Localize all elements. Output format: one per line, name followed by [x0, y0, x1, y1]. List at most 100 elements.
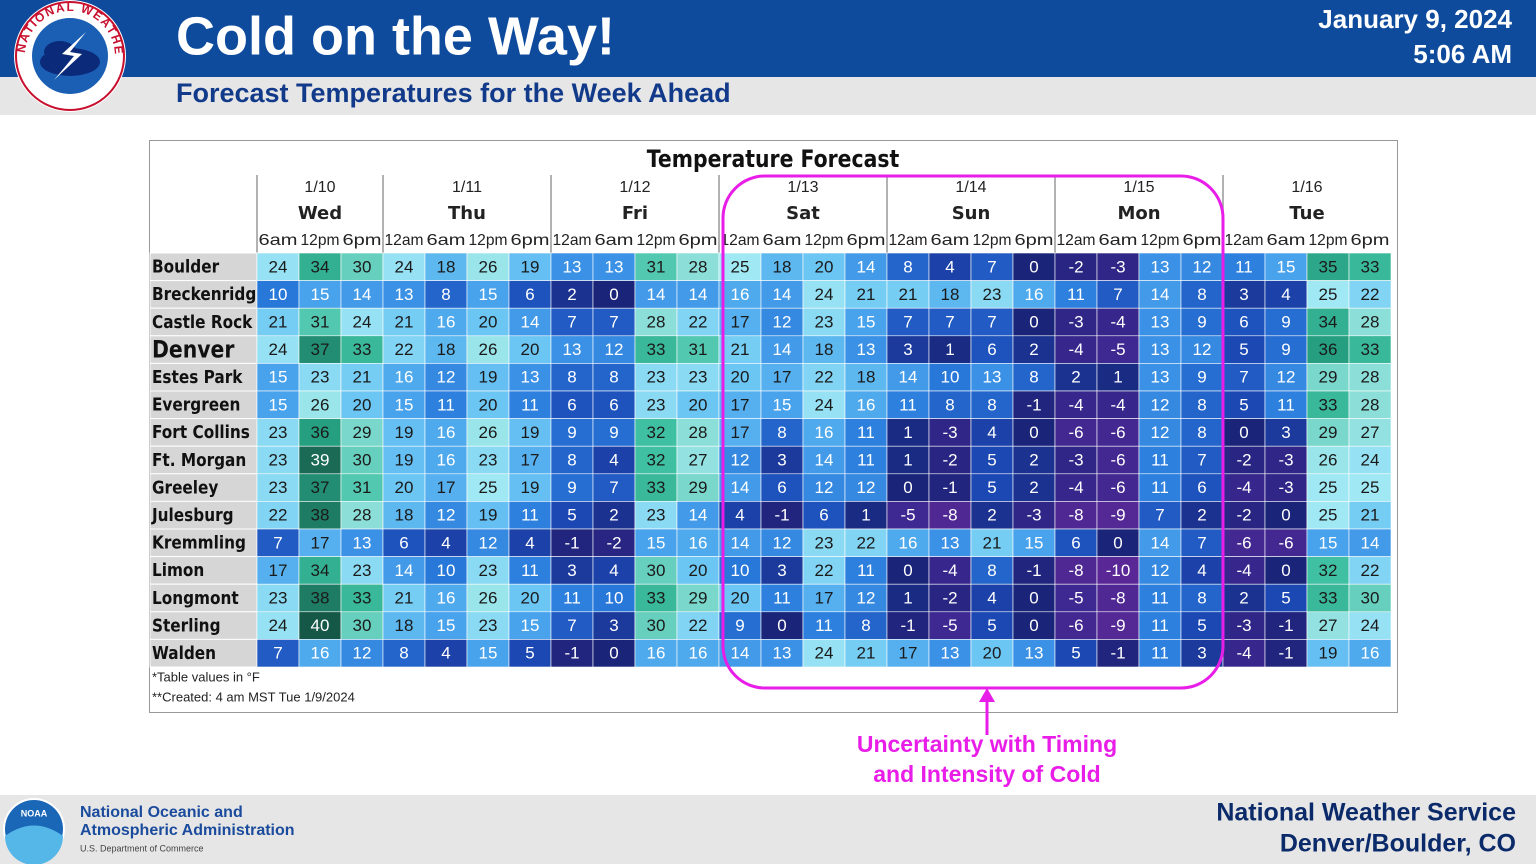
temperature: 20	[689, 561, 708, 580]
temperature: 23	[815, 312, 834, 331]
time-label: 12pm	[637, 232, 676, 249]
cell-bg	[466, 611, 510, 640]
temperature: 2	[1029, 450, 1038, 469]
cell-bg	[802, 335, 846, 364]
cell-bg	[1348, 418, 1392, 447]
temperature: 20	[983, 644, 1002, 663]
cell-bg	[844, 501, 888, 530]
cell-bg	[592, 611, 636, 640]
highlight-box	[721, 174, 1225, 690]
cell-bg	[340, 307, 384, 337]
temperature: 5	[1281, 588, 1290, 607]
temperature: 2	[567, 285, 576, 304]
temperature: -1	[942, 478, 957, 497]
temperature: 5	[1197, 616, 1206, 635]
temperature: 0	[609, 285, 618, 304]
temperature: 7	[903, 312, 912, 331]
temperature: -6	[1236, 533, 1251, 552]
temperature: 31	[689, 340, 708, 359]
temperature: 8	[609, 368, 618, 387]
cell-bg	[1306, 390, 1350, 419]
cell-bg	[1306, 280, 1350, 309]
temperature: 33	[1319, 395, 1338, 414]
day-date: 1/12	[619, 179, 650, 196]
cell-bg	[1138, 252, 1182, 281]
temperature: 12	[437, 368, 456, 387]
cell-bg	[1180, 528, 1224, 557]
location: Julesburg	[151, 504, 233, 526]
cell-bg	[382, 473, 426, 502]
temperature: 13	[983, 368, 1002, 387]
temperature: 11	[857, 561, 875, 580]
temperature: 24	[815, 285, 834, 304]
cell-bg	[1138, 307, 1182, 337]
temperature: 28	[689, 423, 708, 442]
time-label: 12am	[1057, 232, 1096, 249]
day-name: Fri	[622, 203, 648, 224]
noaa-logo: NOAA	[3, 798, 65, 864]
temperature: 7	[1113, 285, 1122, 304]
cell-bg	[256, 390, 300, 419]
temperature: 22	[815, 368, 834, 387]
temperature: 20	[731, 588, 750, 607]
temperature: 25	[1319, 285, 1338, 304]
cell-bg	[970, 639, 1014, 668]
temperature: -2	[606, 533, 621, 552]
cell-bg	[928, 335, 972, 364]
cell-bg	[760, 418, 804, 447]
cell-bg	[1096, 445, 1140, 475]
cell-bg	[1054, 363, 1098, 392]
temperature: 4	[735, 506, 744, 525]
cell-bg	[1348, 528, 1392, 557]
cell-bg	[550, 611, 594, 640]
cell-bg	[298, 556, 342, 585]
temperature: 9	[1281, 340, 1290, 359]
cell-bg	[718, 307, 762, 337]
temperature: 15	[395, 395, 414, 414]
temperature: 18	[773, 257, 792, 276]
temperature: 24	[1361, 616, 1380, 635]
cell-bg	[844, 390, 888, 419]
temperature: 0	[1281, 561, 1290, 580]
temperature: -3	[1278, 478, 1293, 497]
cell-bg	[424, 335, 468, 364]
temperature: 5	[525, 644, 534, 663]
temperature: -4	[1068, 478, 1083, 497]
cell-bg	[424, 473, 468, 502]
annotation: Uncertainty with Timing	[857, 731, 1117, 757]
temperature: -6	[1068, 423, 1083, 442]
temperature: 1	[945, 340, 954, 359]
cell-bg	[634, 252, 678, 281]
cell-bg	[1096, 335, 1140, 364]
temperature: 6	[399, 533, 408, 552]
temperature: 20	[479, 312, 498, 331]
temperature: -1	[1278, 644, 1293, 663]
cell-bg	[592, 390, 636, 419]
temperature: 27	[689, 450, 708, 469]
time-label: 6pm	[847, 232, 886, 249]
cell-bg	[676, 280, 720, 309]
temperature: 2	[987, 506, 996, 525]
temperature: 11	[521, 561, 539, 580]
cell-bg	[1012, 363, 1056, 392]
temperature: 33	[1361, 340, 1380, 359]
cell-bg	[550, 363, 594, 392]
cell-bg	[1012, 528, 1056, 557]
time-label: 12pm	[973, 232, 1012, 249]
cell-bg	[1138, 280, 1182, 309]
temperature: 34	[311, 561, 330, 580]
temperature: 26	[1319, 450, 1338, 469]
temperature: 12	[353, 644, 372, 663]
temperature: -6	[1278, 533, 1293, 552]
temperature: 14	[857, 257, 876, 276]
cell-bg	[718, 528, 762, 557]
temperature: 30	[353, 616, 372, 635]
temperature: 8	[777, 423, 786, 442]
cell-bg	[676, 363, 720, 392]
temperature: 8	[987, 395, 996, 414]
agency: National Oceanic and	[80, 804, 243, 821]
temperature: 0	[1029, 588, 1038, 607]
temperature: 26	[479, 588, 498, 607]
temperature: 11	[1151, 478, 1169, 497]
temperature: 15	[479, 644, 498, 663]
